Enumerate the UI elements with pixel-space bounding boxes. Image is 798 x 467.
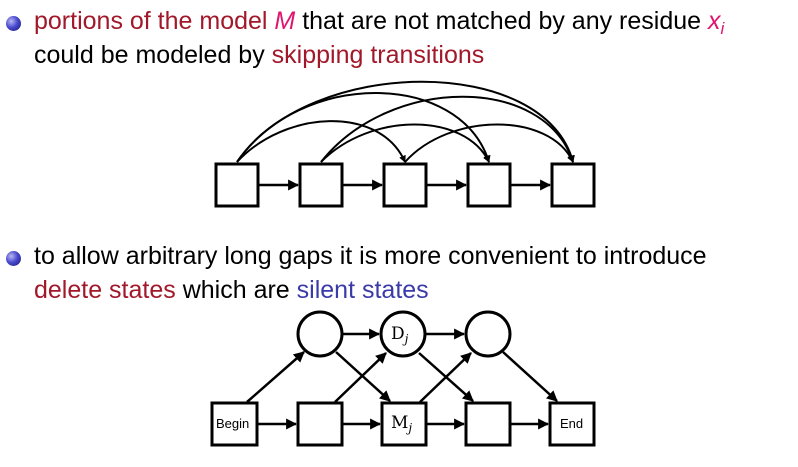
begin-state [210, 401, 259, 447]
bullet-1-text: portions of the model M that are not mat… [34, 4, 724, 72]
bullet-1-line-2: could be modeled by skipping transitions [34, 41, 485, 69]
match-state-label: Mj [391, 413, 412, 435]
skip-arcs [236, 80, 575, 163]
skipping-transitions-term: skipping transitions [271, 41, 485, 69]
delete-diagram-transitions [246, 328, 558, 430]
match-state-3 [464, 401, 512, 447]
bullet-icon [6, 16, 21, 31]
residue-symbol: xi [708, 7, 725, 38]
state-box-1 [214, 162, 260, 208]
state-box-3 [382, 162, 428, 208]
delete-states-term: delete states [34, 276, 176, 304]
begin-label: Begin [216, 416, 249, 431]
state-box-4 [466, 162, 512, 208]
silent-states-term: silent states [296, 276, 429, 304]
bullet-icon [6, 251, 21, 266]
bullet-2-line-1: to allow arbitrary long gaps it is more … [34, 242, 707, 270]
end-label: End [560, 416, 583, 431]
delete-state-label: Dj [391, 324, 409, 346]
delete-state-j [379, 310, 427, 358]
state-box-5 [550, 162, 596, 208]
state-box-2 [298, 162, 344, 208]
bullet-2-text: to allow arbitrary long gaps it is more … [34, 239, 707, 307]
delete-state-3 [464, 310, 512, 358]
delete-state-1 [296, 310, 344, 358]
bullet-2-line-2: delete states which are silent states [34, 276, 429, 304]
model-symbol: M [274, 7, 296, 35]
match-state-1 [296, 401, 344, 447]
bullet-1-line-1: portions of the model M that are not mat… [34, 7, 725, 38]
end-state [548, 401, 596, 447]
match-state-j [380, 401, 428, 447]
